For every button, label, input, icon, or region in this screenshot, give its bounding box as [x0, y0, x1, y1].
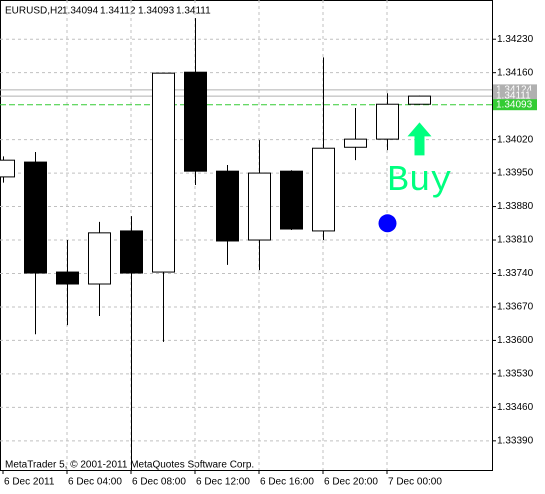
- plot-frame: [0, 0, 493, 471]
- candle: [88, 221, 111, 317]
- signal-dot: [378, 214, 397, 233]
- buy-arrow: [407, 122, 432, 156]
- candle-body: [408, 95, 431, 105]
- price-label-box: [493, 84, 537, 96]
- candle-body: [88, 232, 111, 285]
- y-tick-label: 1.33950: [497, 168, 534, 179]
- price-label: 1.34124: [496, 85, 533, 96]
- candle: [376, 93, 399, 151]
- price-label: 1.34093: [496, 99, 533, 110]
- y-tick-label: 1.33600: [497, 335, 534, 346]
- chart-title: EURUSD,H2: [5, 6, 63, 17]
- price-label-box: [493, 99, 537, 111]
- y-tick-label: 1.33670: [497, 302, 534, 313]
- candle: [312, 57, 335, 241]
- y-tick-label: 1.34230: [497, 34, 534, 45]
- candle: [248, 140, 271, 271]
- x-tick-label: 6 Dec 16:00: [260, 477, 314, 488]
- x-tick-label: 6 Dec 04:00: [68, 477, 122, 488]
- candle-body: [56, 271, 79, 285]
- header-value: 1.34111: [176, 6, 211, 17]
- y-tick-label: 1.33810: [497, 235, 534, 246]
- y-tick-label: 1.33880: [497, 201, 534, 212]
- y-tick-label: 1.33390: [497, 435, 534, 446]
- candle-body: [0, 159, 15, 178]
- candle-body: [344, 138, 367, 148]
- candle-body: [152, 72, 175, 273]
- y-tick-label: 1.33530: [497, 369, 534, 380]
- header-value: 1.34112: [100, 6, 136, 17]
- candle-body: [216, 170, 239, 242]
- header-value: 1.34094: [62, 6, 99, 17]
- header-value: 1.34093: [138, 6, 175, 17]
- candle-body: [184, 71, 207, 172]
- candle: [216, 164, 239, 265]
- price-label-box: [493, 90, 537, 102]
- candle: [344, 108, 367, 161]
- candle-body: [376, 103, 399, 140]
- candle: [408, 95, 431, 105]
- candle: [152, 72, 175, 342]
- x-tick-label: 7 Dec 00:00: [388, 477, 442, 488]
- x-tick-label: 6 Dec 20:00: [324, 477, 378, 488]
- candle: [280, 170, 303, 230]
- price-label: 1.34111: [496, 91, 531, 102]
- candle: [56, 240, 79, 326]
- candle: [184, 18, 207, 186]
- candle-body: [120, 230, 143, 274]
- candle-body: [280, 170, 303, 230]
- x-tick-label: 6 Dec 08:00: [132, 477, 186, 488]
- y-tick-label: 1.33740: [497, 268, 534, 279]
- candle-body: [248, 172, 271, 241]
- candle-body: [24, 161, 47, 274]
- footer: MetaTrader 5, © 2001-2011 MetaQuotes Sof…: [5, 460, 254, 471]
- y-tick-label: 1.34160: [497, 67, 534, 78]
- candle: [0, 156, 15, 183]
- y-tick-label: 1.34020: [497, 134, 534, 145]
- x-tick-label: 6 Dec 12:00: [196, 477, 250, 488]
- candle-body: [312, 147, 335, 232]
- x-tick-label: 6 Dec 2011: [4, 477, 55, 488]
- candle: [24, 152, 47, 335]
- candle: [120, 216, 143, 470]
- y-tick-label: 1.33460: [497, 402, 534, 413]
- annotation-text: Buy: [387, 160, 452, 201]
